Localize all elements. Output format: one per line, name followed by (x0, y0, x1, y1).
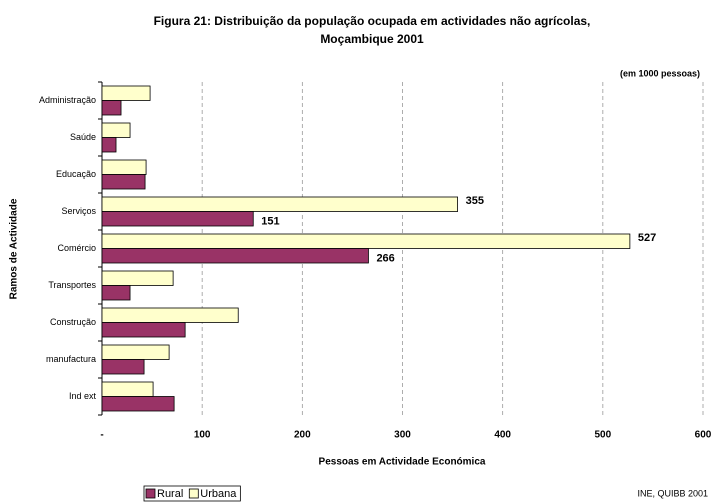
bar (101, 248, 369, 264)
chart-subtitle: Moçambique 2001 (320, 32, 424, 46)
bar (101, 233, 631, 249)
bar (101, 322, 186, 338)
legend-box (143, 485, 241, 502)
legend-swatch (188, 488, 199, 499)
y-tick-label: Serviços (61, 206, 96, 216)
bar (101, 174, 146, 190)
data-label: 355 (466, 195, 484, 207)
y-tick-label: Saúde (70, 132, 96, 142)
data-label: 527 (638, 232, 656, 244)
bar (101, 381, 154, 397)
bar (101, 344, 170, 360)
bar (101, 159, 147, 175)
y-tick-label: Administração (39, 95, 96, 105)
y-axis-label: Ramos de Actividade (9, 198, 20, 299)
y-tick-label: manufactura (46, 354, 96, 364)
x-tick-label: 300 (394, 430, 411, 441)
bar (101, 270, 174, 286)
legend-label: Urbana (200, 488, 237, 500)
data-label: 151 (261, 216, 279, 228)
chart-title: Figura 21: Distribuição da população ocu… (154, 14, 591, 28)
bar (101, 359, 145, 375)
bar (101, 100, 122, 116)
x-tick-label: 100 (194, 430, 211, 441)
y-tick-label: Transportes (48, 280, 96, 290)
legend-label: Rural (157, 488, 183, 500)
unit-note: (em 1000 pessoas) (620, 68, 700, 78)
bar (101, 396, 175, 412)
source-note: INE, QUIBB 2001 (637, 488, 708, 498)
y-tick-label: Construção (50, 317, 96, 327)
x-tick-label: 200 (294, 430, 311, 441)
x-tick-label: 400 (494, 430, 511, 441)
y-tick-label: Comércio (57, 243, 96, 253)
bar (101, 85, 151, 101)
bar (101, 285, 131, 301)
x-tick-label: 500 (594, 430, 611, 441)
bar (101, 196, 458, 212)
legend-swatch (145, 488, 156, 499)
bar (101, 137, 117, 153)
bar (101, 307, 239, 323)
bar (101, 211, 254, 227)
data-label: 266 (376, 253, 394, 265)
x-tick-label: - (100, 430, 103, 441)
y-tick-label: Educação (56, 169, 96, 179)
bar (101, 122, 131, 138)
x-tick-label: 600 (695, 430, 712, 441)
x-axis-label: Pessoas em Actividade Económica (319, 457, 486, 468)
y-tick-label: Ind ext (69, 391, 97, 401)
